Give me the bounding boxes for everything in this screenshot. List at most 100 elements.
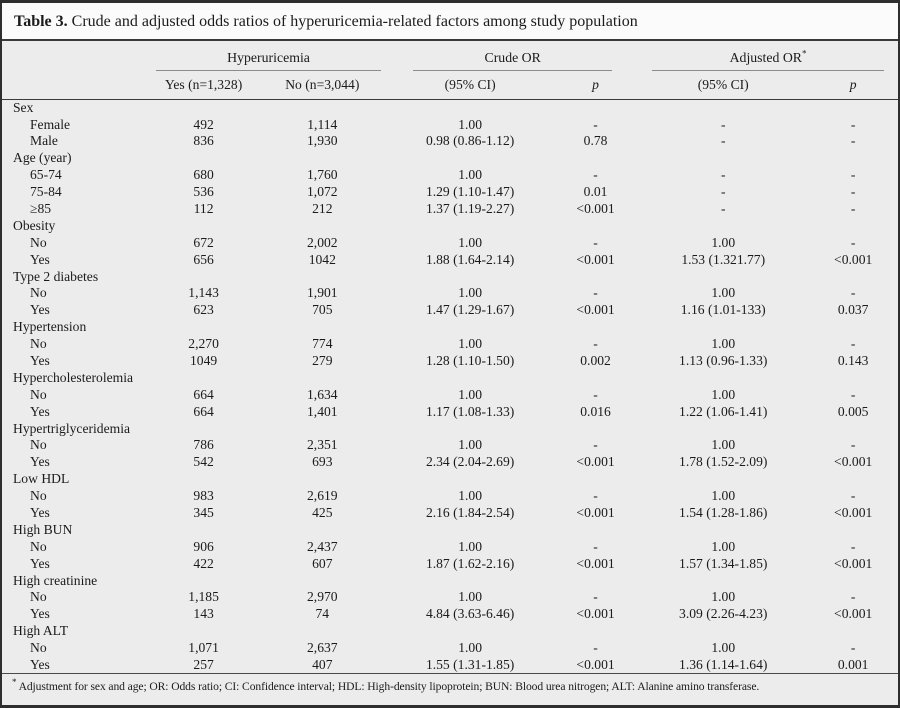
cell-crude-ci: 1.00 [458,589,483,605]
cell-label: No [30,386,47,402]
cell-yes: 983 [193,488,214,504]
group-header-row: Hyperuricemia Crude OR Adjusted OR* [2,41,898,71]
cell-no: 1,114 [307,116,338,132]
cell-label: No [30,437,47,453]
cell-label: No [30,336,47,352]
cell-adj-p: - [850,167,856,183]
cell-label: Yes [30,251,50,267]
cell-crude-ci: 1.37 (1.19-2.27) [425,200,515,216]
cell-adj-p: - [850,234,856,250]
sub-header-row: Yes (n=1,328) No (n=3,044) (95% CI) p (9… [2,71,898,100]
cell-adj-ci: - [720,116,726,132]
cell-crude-ci: 1.00 [458,488,483,504]
cell-adj-p: <0.001 [834,555,873,571]
cell-adj-p: - [850,589,856,605]
cell-crude-ci: 1.55 (1.31-1.85) [425,657,515,673]
cell-adj-p: - [850,386,856,402]
table-row: No 983 2,619 1.00 - 1.00 - [2,487,898,504]
cell-crude-p: <0.001 [576,200,615,216]
cell-adj-ci: 1.13 (0.96-1.33) [679,352,768,368]
table-row: Yes 1049 279 1.28 (1.10-1.50) 0.002 1.13 (0.9… [2,352,898,369]
column-group-adjusted-or: Adjusted OR* [638,41,898,71]
table-row: No 786 2,351 1.00 - 1.00 - [2,437,898,454]
section-label: High BUN [13,521,73,537]
subheader-yes: Yes (n=1,328) [149,71,258,100]
table-row: Female 492 1,114 1.00 - - - [2,116,898,133]
cell-adj-p: - [850,538,856,554]
section-header-row: High BUN [2,521,898,538]
section-header-row: Age (year) [2,150,898,167]
cell-adj-p: - [850,640,856,656]
cell-crude-p: - [593,488,598,504]
cell-adj-ci: - [720,167,726,183]
column-group-crude-or: Crude OR [387,41,638,71]
cell-adj-ci: 1.00 [711,336,736,352]
section-header-row: Sex [2,99,898,116]
table-title: Table 3. Crude and adjusted odds ratios … [2,3,898,41]
cell-crude-ci: 1.47 (1.29-1.67) [425,302,515,318]
cell-yes: 680 [193,167,214,183]
cell-crude-ci: 1.29 (1.10-1.47) [425,184,515,200]
cell-yes: 786 [193,437,214,453]
cell-adj-p: <0.001 [834,606,873,622]
cell-adj-ci: 1.53 (1.321.77) [681,251,766,267]
cell-label: No [30,538,47,554]
cell-yes: 542 [193,454,214,470]
subheader-crude-p: p [553,71,639,100]
cell-label: No [30,488,47,504]
cell-crude-ci: 2.16 (1.84-2.54) [425,505,515,520]
cell-crude-ci: 1.00 [458,538,483,554]
cell-crude-ci: 1.28 (1.10-1.50) [425,352,515,368]
cell-crude-ci: 0.98 (0.86-1.12) [425,133,515,149]
cell-adj-p: - [850,184,856,200]
section-label: Hypertension [13,319,87,335]
cell-adj-ci: 1.36 (1.14-1.64) [679,657,768,673]
section-header-row: Low HDL [2,471,898,488]
cell-adj-ci: - [720,133,726,149]
cell-adj-ci: 1.00 [711,488,736,504]
cell-adj-p: - [850,437,856,453]
cell-crude-p: <0.001 [576,555,615,571]
cell-label: No [30,589,47,605]
cell-no: 1,760 [307,167,338,183]
group-label-hyperuricemia: Hyperuricemia [155,50,382,71]
cell-crude-p: - [593,386,598,402]
cell-yes: 1049 [189,352,218,368]
footnote-text: Adjustment for sex and age; OR: Odds rat… [16,680,760,694]
cell-adj-ci: 1.00 [711,285,736,301]
cell-adj-ci: - [720,184,726,200]
table-row: Yes 422 607 1.87 (1.62-2.16) <0.001 1.57 (1.3… [2,555,898,572]
cell-no: 425 [312,505,333,520]
cell-adj-ci: 1.16 (1.01-133) [680,302,766,318]
cell-label: Female [30,116,71,132]
cell-yes: 112 [193,200,214,216]
cell-no: 212 [312,200,333,216]
cell-yes: 345 [193,505,214,520]
cell-crude-p: - [593,640,598,656]
cell-yes: 672 [193,234,214,250]
cell-crude-p: <0.001 [576,454,615,470]
cell-no: 705 [312,302,333,318]
column-group-hyperuricemia: Hyperuricemia [150,41,387,71]
table-row: No 1,143 1,901 1.00 - 1.00 - [2,285,898,302]
cell-adj-p: 0.005 [837,403,869,419]
table-row: No 2,270 774 1.00 - 1.00 - [2,335,898,352]
cell-label: Yes [30,606,50,622]
cell-yes: 492 [193,116,214,132]
cell-crude-p: - [593,336,598,352]
cell-yes: 623 [193,302,214,318]
cell-no: 407 [312,657,333,673]
table-row: Male 836 1,930 0.98 (0.86-1.12) 0.78 - - [2,133,898,150]
cell-label: Yes [30,657,50,673]
cell-crude-ci: 1.87 (1.62-2.16) [425,555,515,571]
subheader-adjusted-p: p [808,71,898,100]
section-label: High ALT [13,623,69,639]
cell-adj-p: <0.001 [834,251,873,267]
cell-yes: 422 [193,555,214,571]
cell-yes: 664 [193,386,214,402]
cell-crude-p: - [593,589,598,605]
table-row: Yes 623 705 1.47 (1.29-1.67) <0.001 1.16 (1.0… [2,302,898,319]
subheader-adjusted-ci: (95% CI) [638,71,809,100]
cell-yes: 143 [193,606,214,622]
